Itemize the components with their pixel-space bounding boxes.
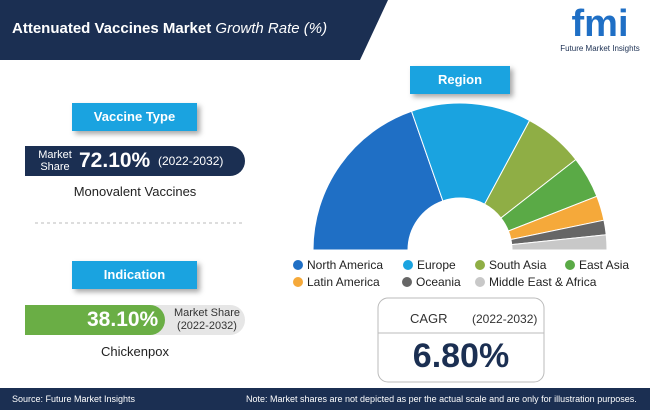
legend-swatch [403,260,413,270]
legend-label: South Asia [489,258,547,272]
share-label: Market Share [38,149,72,173]
title: Attenuated Vaccines Market [12,20,212,37]
logo-text: Future Market Insights [560,44,640,53]
share-pill: 38.10% Market Share (2022-2032) [25,305,245,335]
legend-swatch [293,260,303,270]
segment: Chickenpox [101,344,169,359]
legend-swatch [565,260,575,270]
cagr-period: (2022-2032) [472,312,538,326]
legend-label: Middle East & Africa [489,275,597,289]
section-heading: Vaccine Type [72,103,197,131]
source: Source: Future Market Insights [12,394,136,404]
legend-label: Latin America [307,275,380,289]
legend-label: East Asia [579,258,629,272]
legend-swatch [475,260,485,270]
share-fill [25,305,165,335]
share-pill: Market Share 72.10% (2022-2032) [25,146,245,176]
cagr-value: 6.80% [412,337,510,375]
legend-swatch [402,277,412,287]
segment: Monovalent Vaccines [73,184,197,199]
share-value: 72.10% [79,149,151,172]
logo-mark: fmi [571,3,629,45]
note: Note: Market shares are not depicted as … [246,394,637,404]
legend-label: North America [307,258,383,272]
header: Attenuated Vaccines Market Growth Rate (… [12,20,327,37]
chart-title: Region [410,66,510,94]
share-period: (2022-2032) [158,154,224,168]
share-label: Market Share (2022-2032) [171,307,243,333]
donut [312,102,608,251]
donut-segment [312,110,444,251]
donut-segment [511,234,608,251]
subtitle: Growth Rate (%) [215,20,328,37]
donut-segment [410,102,531,205]
legend-label: Europe [417,258,456,272]
header-bar [0,0,388,60]
share-period: (2022-2032) [177,320,237,332]
legend: North America Europe South Asia East Asia La… [293,258,629,289]
logo: fmi Future Market Insights [555,4,645,53]
footer-bar [0,388,650,410]
legend-swatch [293,277,303,287]
section-heading: Indication [72,261,197,289]
share-label-text: Market Share [173,307,241,319]
cagr-label: CAGR [410,311,448,326]
share-value: 38.10% [87,308,159,331]
cagr-box [377,297,545,383]
legend-label: Oceania [416,275,461,289]
legend-swatch [475,277,485,287]
